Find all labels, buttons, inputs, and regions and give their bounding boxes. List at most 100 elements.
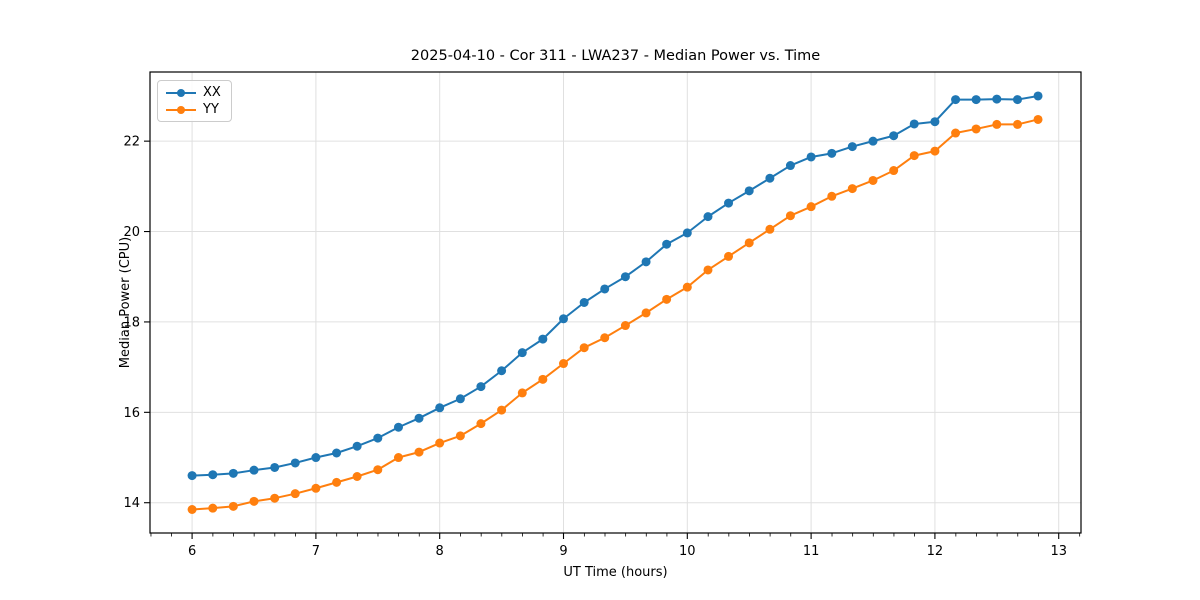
data-point-xx [930, 117, 940, 127]
data-point-yy [332, 477, 342, 487]
data-point-yy [827, 191, 837, 201]
data-point-yy [951, 128, 961, 138]
data-point-yy [765, 224, 775, 234]
data-point-xx [1012, 95, 1022, 105]
data-point-xx [517, 348, 527, 358]
x-tick-label: 11 [803, 544, 820, 559]
data-point-yy [662, 294, 672, 304]
data-point-xx [228, 468, 238, 478]
data-point-yy [414, 447, 424, 457]
data-point-yy [724, 251, 734, 261]
data-point-yy [1033, 114, 1043, 124]
data-point-yy [806, 202, 816, 212]
data-point-xx [682, 228, 692, 238]
data-point-yy [228, 501, 238, 511]
x-axis-label: UT Time (hours) [563, 565, 668, 580]
data-point-xx [785, 161, 795, 171]
data-point-yy [641, 308, 651, 318]
data-point-xx [476, 382, 486, 392]
data-point-yy [393, 453, 403, 463]
y-tick-label: 18 [123, 315, 140, 330]
data-point-yy [847, 184, 857, 194]
data-point-yy [992, 119, 1002, 129]
data-point-yy [373, 465, 383, 475]
data-point-yy [785, 211, 795, 221]
data-point-yy [497, 405, 507, 415]
data-point-yy [290, 489, 300, 499]
data-point-yy [559, 359, 569, 369]
y-tick-label: 20 [123, 225, 140, 240]
data-point-yy [889, 166, 899, 176]
data-point-xx [724, 198, 734, 208]
data-point-xx [311, 453, 321, 463]
data-point-xx [662, 239, 672, 249]
data-point-xx [352, 441, 362, 451]
data-point-yy [909, 151, 919, 161]
data-point-yy [455, 431, 465, 441]
x-tick-label: 12 [927, 544, 944, 559]
data-point-yy [682, 282, 692, 292]
legend-marker-xx [166, 88, 196, 98]
data-point-yy [1012, 119, 1022, 129]
data-point-xx [579, 298, 589, 307]
data-point-xx [332, 448, 342, 458]
data-point-xx [744, 186, 754, 196]
data-point-xx [393, 422, 403, 432]
data-point-yy [868, 175, 878, 185]
data-point-yy [311, 483, 321, 493]
data-point-xx [971, 95, 981, 105]
data-point-yy [517, 388, 527, 398]
data-point-yy [249, 496, 259, 506]
x-tick-label: 13 [1050, 544, 1067, 559]
data-point-xx [806, 152, 816, 162]
data-point-xx [868, 136, 878, 146]
y-tick-label: 22 [123, 135, 140, 150]
data-point-xx [497, 366, 507, 376]
legend: XX YY [157, 80, 232, 122]
legend-entry-xx: XX [166, 86, 221, 99]
data-point-xx [373, 433, 383, 443]
y-tick-label: 16 [123, 406, 140, 421]
y-axis-label: Median Power (CPU) [118, 236, 133, 369]
data-point-xx [889, 131, 899, 141]
data-point-yy [208, 503, 218, 513]
data-point-yy [620, 321, 630, 331]
data-point-xx [620, 272, 630, 282]
data-point-xx [1033, 91, 1043, 101]
chart-title: 2025-04-10 - Cor 311 - LWA237 - Median P… [410, 48, 821, 64]
data-point-yy [270, 493, 280, 503]
data-point-xx [827, 148, 837, 158]
data-point-yy [538, 374, 548, 384]
x-tick-label: 10 [679, 544, 696, 559]
data-point-xx [290, 458, 300, 468]
data-point-xx [847, 142, 857, 152]
data-point-xx [538, 334, 548, 344]
x-tick-label: 6 [188, 544, 196, 559]
series-line-yy [192, 118, 1039, 511]
data-point-xx [600, 284, 610, 294]
legend-entry-yy: YY [166, 103, 221, 116]
data-point-xx [270, 462, 280, 472]
legend-label-xx: XX [203, 85, 221, 100]
data-point-xx [559, 314, 569, 324]
data-point-yy [352, 472, 362, 482]
data-point-xx [435, 403, 445, 413]
data-point-yy [930, 146, 940, 156]
data-point-yy [476, 419, 486, 429]
data-point-yy [744, 238, 754, 248]
data-point-xx [187, 471, 197, 481]
data-point-yy [187, 504, 197, 514]
x-tick-label: 7 [312, 544, 320, 559]
y-tick-label: 14 [123, 496, 140, 511]
data-point-xx [951, 95, 961, 105]
legend-label-yy: YY [203, 102, 219, 117]
x-tick-label: 8 [436, 544, 444, 559]
axes-frame [149, 71, 1082, 534]
data-point-xx [992, 94, 1002, 104]
data-point-yy [703, 265, 713, 275]
data-point-xx [414, 413, 424, 423]
legend-marker-yy [166, 105, 196, 115]
data-point-xx [455, 394, 465, 404]
